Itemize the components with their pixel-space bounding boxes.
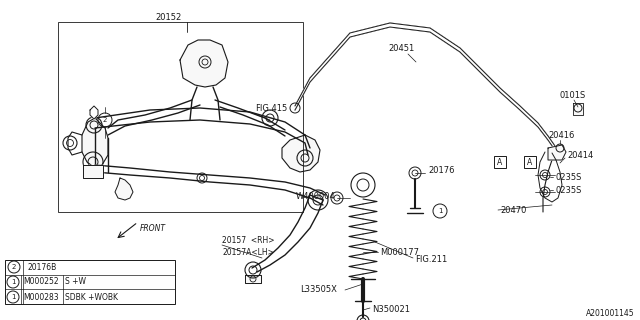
Text: FRONT: FRONT — [140, 223, 166, 233]
Text: 0101S: 0101S — [560, 91, 586, 100]
Bar — [5, 260, 175, 304]
Text: 20152: 20152 — [155, 12, 181, 21]
Bar — [58, 22, 303, 212]
Polygon shape — [282, 135, 320, 172]
Polygon shape — [295, 23, 555, 150]
Text: 20157  <RH>: 20157 <RH> — [222, 236, 275, 244]
Polygon shape — [83, 165, 103, 178]
Text: A201001145: A201001145 — [586, 309, 635, 318]
Text: 20470: 20470 — [500, 205, 526, 214]
Text: 1: 1 — [438, 208, 442, 214]
Text: 2: 2 — [12, 264, 16, 270]
Text: SDBK +WOBK: SDBK +WOBK — [65, 292, 118, 301]
Polygon shape — [82, 118, 108, 168]
Text: W400004: W400004 — [296, 191, 336, 201]
Polygon shape — [115, 178, 133, 200]
Text: 20416: 20416 — [548, 131, 574, 140]
Polygon shape — [90, 106, 98, 119]
Text: M000283: M000283 — [23, 292, 59, 301]
Bar — [524, 156, 536, 168]
Polygon shape — [573, 103, 583, 115]
Text: 1: 1 — [11, 279, 15, 285]
Text: A: A — [497, 157, 502, 166]
Text: FIG.415: FIG.415 — [255, 103, 287, 113]
Text: 2: 2 — [103, 117, 107, 123]
Text: 20451: 20451 — [388, 44, 414, 52]
Text: FIG.211: FIG.211 — [415, 255, 447, 265]
Text: 20414: 20414 — [567, 150, 593, 159]
Text: L33505X: L33505X — [300, 285, 337, 294]
Text: 20157A<LH>: 20157A<LH> — [222, 247, 274, 257]
Text: 0235S: 0235S — [555, 172, 581, 181]
Text: N350021: N350021 — [372, 305, 410, 314]
Text: 20176B: 20176B — [27, 262, 56, 271]
Bar — [494, 156, 506, 168]
Text: 20176: 20176 — [428, 165, 454, 174]
Polygon shape — [548, 145, 566, 160]
Text: 0235S: 0235S — [555, 186, 581, 195]
Polygon shape — [180, 40, 228, 87]
Polygon shape — [245, 275, 261, 283]
Text: S +W: S +W — [65, 277, 86, 286]
Text: A: A — [527, 157, 532, 166]
Text: M000252: M000252 — [23, 277, 59, 286]
Text: M000177: M000177 — [380, 247, 419, 257]
Text: 1: 1 — [11, 294, 15, 300]
